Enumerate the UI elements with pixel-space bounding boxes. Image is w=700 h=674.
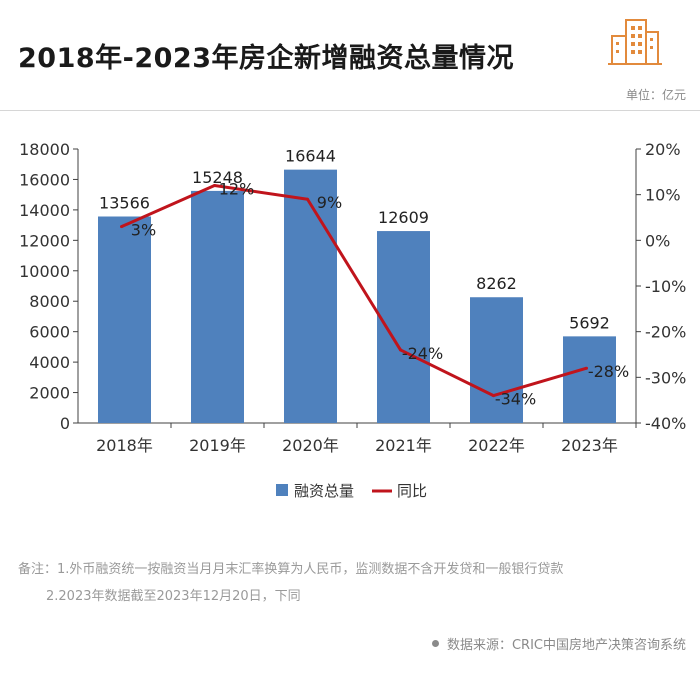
bar [191,190,244,423]
line-value-label: -28% [588,362,629,381]
yoy-line [120,184,587,398]
y-left-tick-label: 10000 [19,262,70,281]
footnotes: 备注：1.外币融资统一按融资当月月末汇率换算为人民币，监测数据不含开发贷和一般银… [18,556,563,610]
legend-line-label: 同比 [397,482,427,500]
y-right-tick-label: -20% [645,323,686,342]
data-source: 数据来源：CRIC中国房地产决策咨询系统 [431,634,686,653]
footnote-1: 备注：1.外币融资统一按融资当月月末汇率换算为人民币，监测数据不含开发贷和一般银… [18,562,564,577]
x-tick-label: 2023年 [561,436,618,455]
bar [98,216,151,423]
legend-bar-label: 融资总量 [294,482,354,500]
footnote-2: 2.2023年数据截至2023年12月20日，下同 [46,589,301,604]
x-tick-label: 2022年 [468,436,525,455]
line-value-label: -24% [402,344,443,363]
y-right-tick-label: -10% [645,277,686,296]
header-divider [0,110,700,111]
bar [284,169,337,423]
y-left-tick-label: 16000 [19,170,70,189]
line-point [306,197,309,201]
y-right-tick-label: 0% [645,231,670,250]
y-right-tick-label: 10% [645,186,681,205]
line-point [399,348,402,352]
y-left-tick-label: 14000 [19,201,70,220]
chart-title: 2018年-2023年房企新增融资总量情况 [18,43,514,74]
y-left-tick-label: 6000 [29,323,70,342]
line-point [492,394,495,398]
bar-value-label: 13566 [99,193,150,212]
bar [563,336,616,423]
bar-line-chart: 0 2000 4000 6000 8000 10000 12000 14000 16000 180… [19,140,686,500]
city-buildings-icon [608,19,662,65]
bar-value-label: 15248 [192,168,243,187]
bar [470,297,523,423]
y-right-tick-label: -40% [645,414,686,433]
x-tick-label: 2019年 [189,436,246,455]
line-value-label: 9% [317,193,342,212]
unit-label: 单位：亿元 [625,88,686,102]
x-tick-label: 2018年 [96,436,153,455]
bullet-dot-icon [431,640,439,647]
bar-value-label: 8262 [476,274,517,293]
y-left-tick-label: 2000 [29,384,70,403]
y-left-tick-label: 0 [60,414,70,433]
legend-bar-swatch [276,484,288,496]
x-tick-label: 2021年 [375,436,432,455]
line-value-label: 3% [131,221,156,240]
y-left-tick-label: 12000 [19,231,70,250]
data-source-text: 数据来源：CRIC中国房地产决策咨询系统 [446,638,686,653]
y-left-tick-label: 8000 [29,292,70,311]
y-right-tick-label: 20% [645,140,681,159]
y-left-tick-label: 4000 [29,353,70,372]
line-point [213,184,216,188]
line-point [585,366,588,370]
bar-value-label: 12609 [378,208,429,227]
x-tick-label: 2020年 [282,436,339,455]
y-left-tick-label: 18000 [19,140,70,159]
line-value-label: 12% [219,180,255,199]
bar-value-label: 16644 [285,147,336,166]
y-right-tick-label: -30% [645,368,686,387]
line-point [120,225,123,229]
bar-value-label: 5692 [569,313,610,332]
line-value-label: -34% [495,390,536,409]
